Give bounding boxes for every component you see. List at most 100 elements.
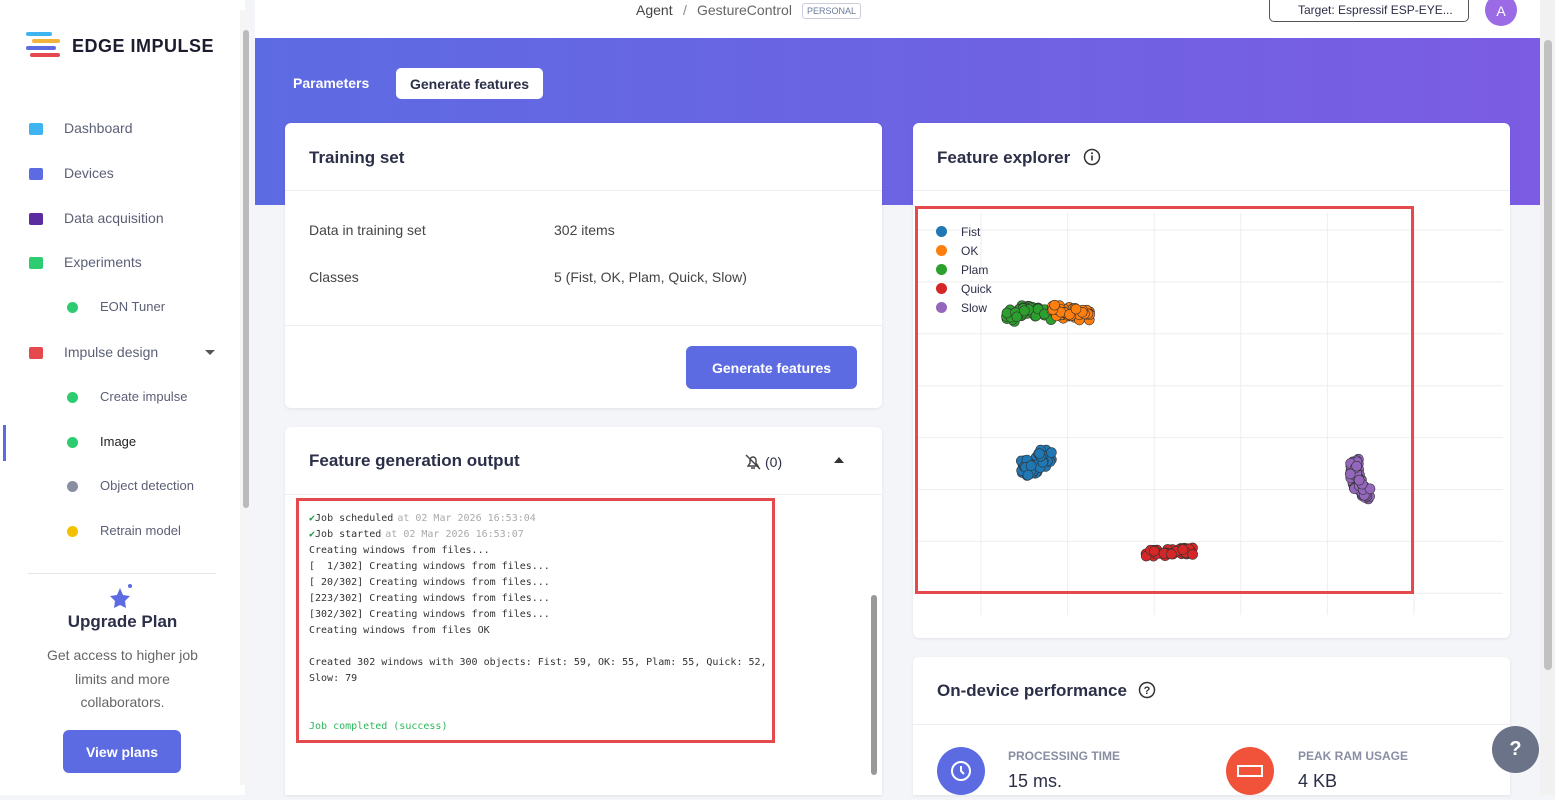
legend-item: OK: [936, 241, 992, 260]
sidebar: EDGE IMPULSE Dashboard Devices Data acquis…: [0, 0, 245, 795]
nav-icon: [67, 526, 78, 537]
scrollbar[interactable]: [1540, 0, 1555, 795]
legend-label: Quick: [961, 281, 992, 296]
breadcrumb-sep: /: [683, 2, 687, 18]
avatar[interactable]: A: [1485, 0, 1517, 26]
nav-icon: [29, 347, 43, 359]
divider: [28, 573, 216, 574]
scatter-point: [1034, 448, 1045, 459]
scatter-point: [1344, 468, 1356, 480]
legend-swatch: [936, 283, 947, 294]
nav-item[interactable]: EON Tuner: [100, 299, 166, 314]
dropdown-caret: [205, 350, 215, 360]
scatter-point: [1187, 549, 1198, 560]
performance-card: On-device performance ? PROCESSING TIME …: [913, 657, 1510, 795]
breadcrumb-name[interactable]: GestureControl: [697, 2, 792, 18]
log-time: at 02 Mar 2026 16:53:04: [397, 513, 536, 524]
nav-icon: [67, 392, 78, 403]
highlight-box: [915, 206, 1414, 594]
row-value: 302 items: [554, 222, 615, 238]
legend-swatch: [936, 302, 947, 313]
log-line: ✔Job started at 02 Mar 2026 16:53:07: [309, 527, 771, 543]
upgrade-text: Get access to higher job limits and more…: [47, 647, 198, 710]
brand: EDGE IMPULSE: [72, 36, 215, 56]
metric-label: PROCESSING TIME: [1008, 749, 1121, 763]
nav-item[interactable]: Dashboard: [64, 120, 133, 136]
check-icon: ✔: [309, 513, 316, 524]
logo: [26, 32, 60, 57]
ram-icon: [1226, 747, 1274, 795]
legend-swatch: [936, 226, 947, 237]
tab-active[interactable]: Generate features: [396, 68, 543, 99]
scatter-point: [1049, 299, 1060, 311]
help-icon[interactable]: ?: [1138, 681, 1156, 699]
log-line: ✔Job scheduled at 02 Mar 2026 16:53:04: [309, 511, 771, 527]
scatter-point: [1046, 447, 1057, 458]
log-status: Job completed (success): [309, 721, 448, 732]
log-time: at 02 Mar 2026 16:53:07: [385, 529, 524, 540]
nav-icon: [29, 213, 43, 225]
legend-swatch: [936, 245, 947, 256]
log-scrollbar[interactable]: [869, 499, 879, 795]
scatter-point: [1022, 469, 1034, 481]
svg-text:?: ?: [1144, 685, 1151, 697]
tab[interactable]: Parameters: [293, 75, 370, 91]
row-value: 5 (Fist, OK, Plam, Quick, Slow): [554, 269, 747, 285]
collapse-icon[interactable]: [834, 456, 844, 464]
breadcrumb-project[interactable]: Agent: [636, 2, 673, 18]
star-icon: [110, 584, 132, 608]
card-title: Feature explorer: [937, 148, 1071, 167]
top-bar: Agent / GestureControl PERSONAL Target: …: [255, 0, 1540, 38]
nav-icon: [67, 437, 78, 448]
nav-item[interactable]: Impulse design: [64, 344, 159, 360]
log-line: Creating windows from files...: [309, 545, 490, 556]
metric-value: 15 ms.: [1008, 771, 1063, 791]
legend-label: Fist: [961, 224, 981, 239]
legend-label: Plam: [961, 262, 989, 277]
metric-value: 4 KB: [1298, 771, 1338, 791]
nav-item[interactable]: Retrain model: [100, 523, 181, 538]
scatter-point: [1019, 305, 1030, 316]
scatter-point: [1011, 311, 1023, 323]
nav-icon: [29, 257, 43, 269]
nav-item[interactable]: Data acquisition: [64, 210, 164, 226]
check-icon: ✔: [309, 529, 316, 540]
legend-swatch: [936, 264, 947, 275]
log-line: [302/302] Creating windows from files...: [309, 609, 550, 620]
log-text: Job scheduled: [315, 513, 394, 524]
bell-off-icon[interactable]: [744, 453, 762, 471]
upgrade-title: Upgrade Plan: [67, 612, 178, 631]
row-label: Data in training set: [309, 222, 426, 238]
info-icon[interactable]: [1083, 148, 1101, 166]
nav-icon: [29, 168, 43, 180]
sidebar-scrollbar[interactable]: [240, 10, 252, 785]
legend-item: Slow: [936, 298, 992, 317]
nav-item[interactable]: Experiments: [64, 254, 142, 270]
log-text: Job started: [315, 529, 382, 540]
nav-icon: [29, 123, 43, 135]
legend-item: Plam: [936, 260, 992, 279]
legend-label: OK: [961, 243, 979, 258]
target-button[interactable]: Target: Espressif ESP-EYE...: [1269, 0, 1469, 22]
scatter-point: [1351, 460, 1362, 472]
card-title: Feature generation output: [309, 451, 520, 470]
clock-icon: [937, 747, 985, 795]
legend-item: Quick: [936, 279, 992, 298]
nav-item[interactable]: Create impulse: [100, 389, 188, 404]
help-button[interactable]: ?: [1492, 726, 1539, 773]
scatter-point: [1070, 303, 1082, 315]
output-card: Feature generation output (0): [285, 427, 882, 795]
row-label: Classes: [309, 269, 359, 285]
log-line: Created 302 windows with 300 objects: Fi…: [309, 657, 773, 684]
scatter-point: [1148, 545, 1160, 557]
scatter-point: [1353, 474, 1365, 486]
view-plans-button[interactable]: View plans: [63, 730, 181, 773]
scatter-point: [1025, 460, 1037, 472]
notification-count[interactable]: (0): [765, 454, 783, 470]
nav-item[interactable]: Object detection: [100, 478, 194, 493]
card-title: On-device performance: [937, 681, 1127, 700]
nav-item[interactable]: Devices: [64, 165, 114, 181]
generate-button[interactable]: Generate features: [686, 346, 857, 389]
highlight-box: [296, 498, 775, 743]
nav-item[interactable]: Image: [100, 434, 137, 449]
